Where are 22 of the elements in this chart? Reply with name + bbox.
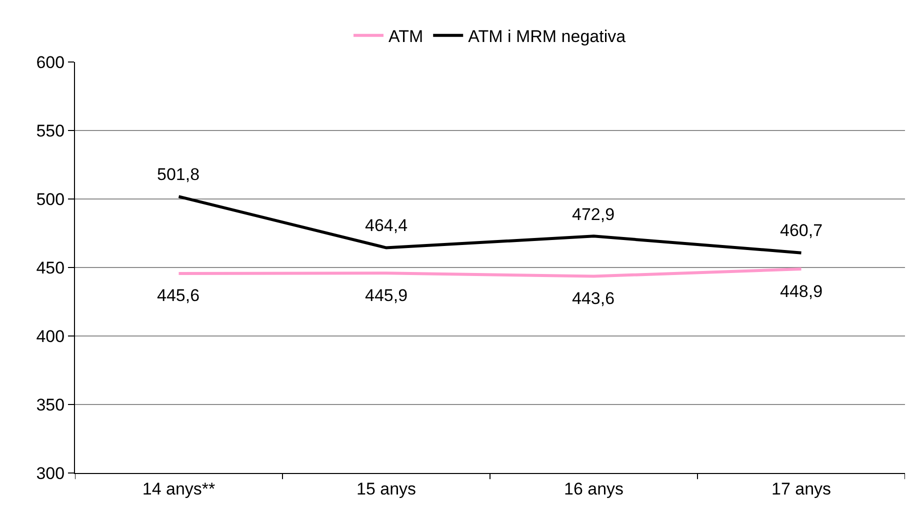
y-tick-label: 400 (36, 326, 65, 346)
data-label: 443,6 (572, 289, 615, 308)
y-tick-label: 600 (36, 52, 65, 72)
x-tick-label: 14 anys** (142, 479, 216, 498)
data-label: 460,7 (780, 221, 823, 240)
legend-label: ATM (388, 26, 424, 46)
x-tick-label: 16 anys (564, 479, 624, 498)
data-label: 472,9 (572, 205, 615, 224)
data-label: 445,9 (365, 286, 408, 305)
y-tick-label: 550 (36, 121, 65, 140)
data-label: 445,6 (157, 286, 200, 305)
y-tick-label: 300 (36, 464, 65, 483)
y-tick-label: 500 (36, 190, 65, 209)
x-tick-label: 17 anys (771, 479, 832, 498)
line-series (177, 268, 803, 278)
x-tick-label: 15 anys (356, 479, 416, 498)
y-tick-label: 450 (36, 258, 65, 278)
data-label: 448,9 (780, 282, 823, 301)
data-label: 501,8 (157, 165, 200, 184)
y-tick-label: 350 (36, 395, 65, 414)
legend-label: ATM i MRM negativa (468, 26, 626, 46)
data-label: 464,4 (365, 216, 408, 235)
